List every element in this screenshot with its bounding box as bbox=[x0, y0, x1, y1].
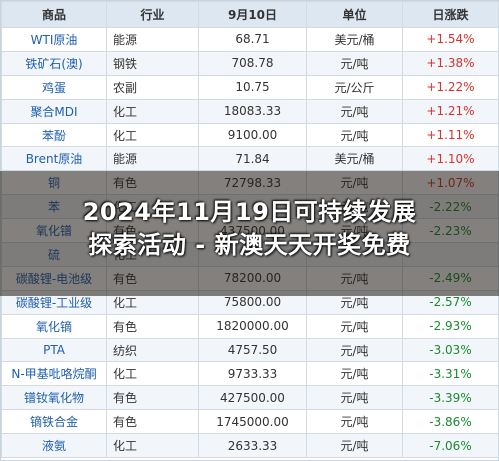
industry-cell: 有色 bbox=[106, 385, 199, 411]
change-cell: -3.31% bbox=[402, 361, 499, 387]
industry-cell: 能源 bbox=[106, 27, 199, 52]
price-cell: 72798.33 bbox=[198, 170, 307, 196]
commodity-name-link[interactable]: 鸡蛋 bbox=[1, 74, 107, 100]
unit-cell: 元/吨 bbox=[306, 98, 403, 124]
commodity-name-link[interactable]: 铜 bbox=[1, 170, 107, 196]
table-row[interactable]: 碳酸锂-工业级 化工 75800.00 元/吨 -2.57% bbox=[1, 289, 499, 315]
commodity-name-link[interactable]: 液氨 bbox=[1, 433, 107, 459]
change-cell: +1.22% bbox=[402, 74, 499, 100]
table-row[interactable]: 碳酸锂-电池级 有色 78200.00 元/吨 -2.49% bbox=[1, 265, 499, 291]
industry-cell: 化工 bbox=[106, 122, 199, 148]
table-row[interactable]: 液氨 化工 2633.33 元/吨 -7.06% bbox=[1, 433, 499, 459]
unit-cell: 美元/桶 bbox=[306, 27, 403, 52]
commodity-name-link[interactable]: 铁矿石(澳) bbox=[1, 50, 107, 76]
unit-cell: 元/吨 bbox=[306, 265, 403, 291]
table-row[interactable]: WTI原油 能源 68.71 美元/桶 +1.54% bbox=[1, 27, 499, 52]
industry-cell: 化工 bbox=[106, 361, 199, 387]
commodity-name-link[interactable]: PTA bbox=[1, 337, 107, 363]
table-row[interactable]: Brent原油 能源 71.84 美元/桶 +1.10% bbox=[1, 146, 499, 172]
change-cell: -2.49% bbox=[402, 265, 499, 291]
commodity-name-link[interactable]: Brent原油 bbox=[1, 146, 107, 172]
industry-cell: 有色 bbox=[106, 313, 199, 339]
overlay-banner: 2024年11月19日可持续发展 探索活动 - 新澳天天开奖免费 bbox=[0, 196, 499, 262]
commodity-name-link[interactable]: 碳酸锂-电池级 bbox=[1, 265, 107, 291]
table-row[interactable]: 镨钕氧化物 有色 427500.00 元/吨 -3.39% bbox=[1, 385, 499, 411]
commodity-name-link[interactable]: 碳酸锂-工业级 bbox=[1, 289, 107, 315]
price-cell: 4757.50 bbox=[198, 337, 307, 363]
change-cell: -2.93% bbox=[402, 313, 499, 339]
header-daily-change[interactable]: 日涨跌 bbox=[402, 1, 499, 28]
price-cell: 18083.33 bbox=[198, 98, 307, 124]
change-cell: -3.03% bbox=[402, 337, 499, 363]
unit-cell: 元/吨 bbox=[306, 122, 403, 148]
table-row[interactable]: 鸡蛋 农副 10.75 元/公斤 +1.22% bbox=[1, 74, 499, 100]
table-row[interactable]: N-甲基吡咯烷酮 化工 9733.33 元/吨 -3.31% bbox=[1, 361, 499, 387]
table-row[interactable]: PTA 纺织 4757.50 元/吨 -3.03% bbox=[1, 337, 499, 363]
unit-cell: 元/吨 bbox=[306, 385, 403, 411]
banner-line-1: 2024年11月19日可持续发展 bbox=[82, 198, 417, 226]
commodity-name-link[interactable]: 镝铁合金 bbox=[1, 409, 107, 435]
unit-cell: 元/吨 bbox=[306, 361, 403, 387]
price-cell: 427500.00 bbox=[198, 385, 307, 411]
commodity-name-link[interactable]: WTI原油 bbox=[1, 27, 107, 52]
unit-cell: 元/吨 bbox=[306, 170, 403, 196]
unit-cell: 元/公斤 bbox=[306, 74, 403, 100]
price-cell: 1745000.00 bbox=[198, 409, 307, 435]
commodity-name-link[interactable]: 聚合MDI bbox=[1, 98, 107, 124]
unit-cell: 元/吨 bbox=[306, 313, 403, 339]
change-cell: +1.10% bbox=[402, 146, 499, 172]
unit-cell: 美元/桶 bbox=[306, 146, 403, 172]
industry-cell: 农副 bbox=[106, 74, 199, 100]
table-row[interactable]: 铁矿石(澳) 钢铁 708.78 元/吨 +1.38% bbox=[1, 50, 499, 76]
commodity-name-link[interactable]: 苯酚 bbox=[1, 122, 107, 148]
commodity-name-link[interactable]: 镨钕氧化物 bbox=[1, 385, 107, 411]
industry-cell: 能源 bbox=[106, 146, 199, 172]
price-cell: 1820000.00 bbox=[198, 313, 307, 339]
header-date[interactable]: 9月10日 bbox=[198, 1, 307, 28]
price-cell: 2633.33 bbox=[198, 433, 307, 459]
industry-cell: 纺织 bbox=[106, 337, 199, 363]
header-unit[interactable]: 单位 bbox=[306, 1, 403, 28]
commodity-name-link[interactable]: N-甲基吡咯烷酮 bbox=[1, 361, 107, 387]
unit-cell: 元/吨 bbox=[306, 289, 403, 315]
price-cell: 71.84 bbox=[198, 146, 307, 172]
table-row[interactable]: 氧化镝 有色 1820000.00 元/吨 -2.93% bbox=[1, 313, 499, 339]
table-row[interactable]: 铜有色 72798.33 元/吨 +1.07% bbox=[1, 170, 499, 196]
change-cell: -2.57% bbox=[402, 289, 499, 315]
industry-cell: 有色 bbox=[106, 170, 199, 196]
unit-cell: 元/吨 bbox=[306, 433, 403, 459]
change-cell: -3.86% bbox=[402, 409, 499, 435]
unit-cell: 元/吨 bbox=[306, 50, 403, 76]
unit-cell: 元/吨 bbox=[306, 337, 403, 363]
industry-cell: 钢铁 bbox=[106, 50, 199, 76]
header-industry[interactable]: 行业 bbox=[106, 1, 199, 28]
change-cell: -7.06% bbox=[402, 433, 499, 459]
table-row[interactable]: 苯酚 化工 9100.00 元/吨 +1.11% bbox=[1, 122, 499, 148]
change-cell: +1.11% bbox=[402, 122, 499, 148]
change-cell: +1.38% bbox=[402, 50, 499, 76]
change-cell: -3.39% bbox=[402, 385, 499, 411]
table-row[interactable]: 聚合MDI 化工 18083.33 元/吨 +1.21% bbox=[1, 98, 499, 124]
table-row[interactable]: 镝铁合金 有色 1745000.00 元/吨 -3.86% bbox=[1, 409, 499, 435]
industry-cell: 化工 bbox=[106, 289, 199, 315]
price-cell: 68.71 bbox=[198, 27, 307, 52]
change-cell: +1.54% bbox=[402, 27, 499, 52]
banner-line-2: 探索活动 - 新澳天天开奖免费 bbox=[88, 231, 411, 259]
industry-cell: 有色 bbox=[106, 265, 199, 291]
change-cell: +1.21% bbox=[402, 98, 499, 124]
price-cell: 9733.33 bbox=[198, 361, 307, 387]
industry-cell: 化工 bbox=[106, 98, 199, 124]
commodity-name-link[interactable]: 氧化镝 bbox=[1, 313, 107, 339]
table-header-row: 商品 行业 9月10日 单位 日涨跌 bbox=[1, 1, 499, 28]
change-cell: +1.07% bbox=[402, 170, 499, 196]
price-cell: 708.78 bbox=[198, 50, 307, 76]
price-cell: 9100.00 bbox=[198, 122, 307, 148]
price-cell: 75800.00 bbox=[198, 289, 307, 315]
industry-cell: 化工 bbox=[106, 433, 199, 459]
price-cell: 10.75 bbox=[198, 74, 307, 100]
unit-cell: 元/吨 bbox=[306, 409, 403, 435]
header-commodity[interactable]: 商品 bbox=[1, 1, 107, 28]
industry-cell: 有色 bbox=[106, 409, 199, 435]
price-cell: 78200.00 bbox=[198, 265, 307, 291]
